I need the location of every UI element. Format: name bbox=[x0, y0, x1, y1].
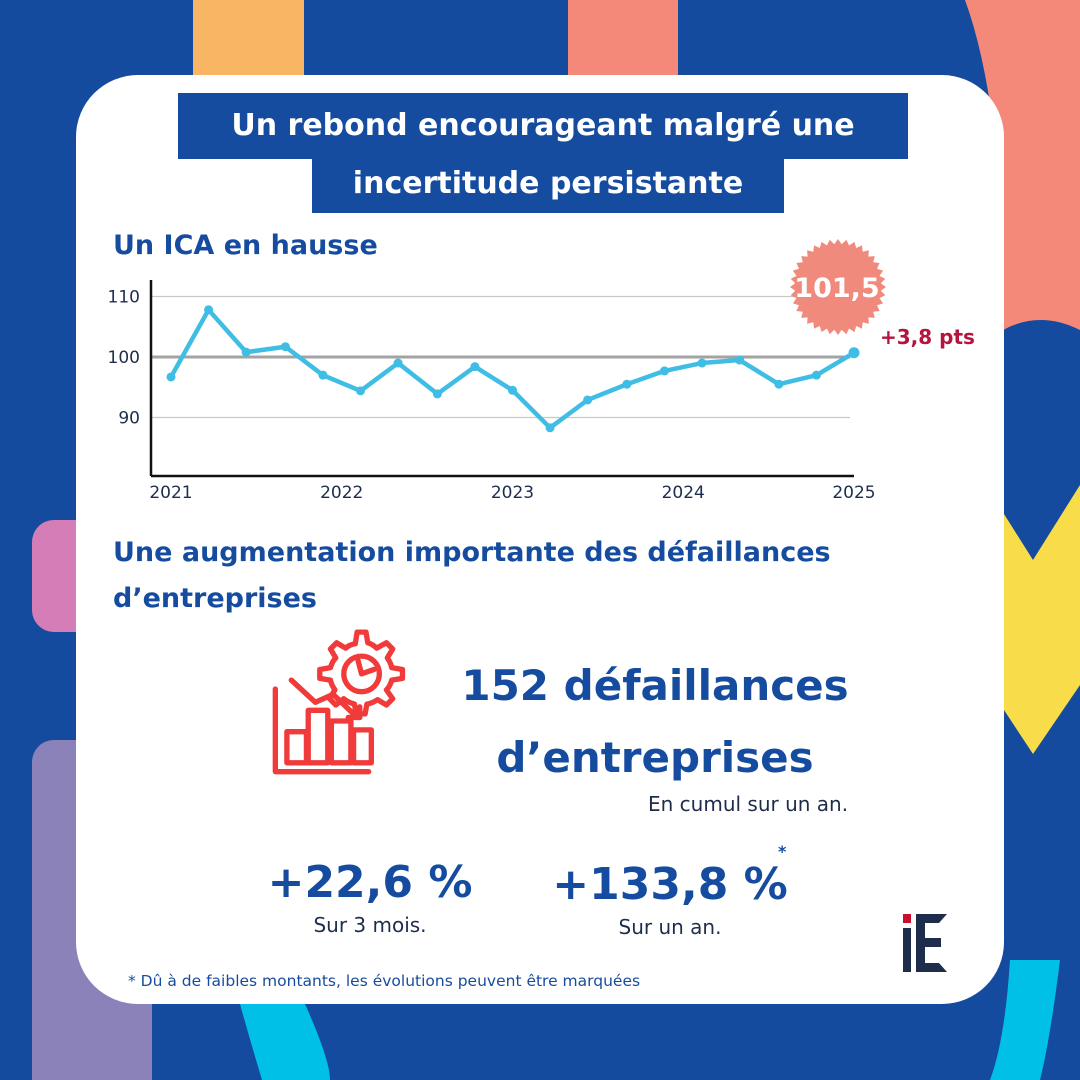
x-tick-label: 2025 bbox=[832, 483, 875, 503]
ie-logo bbox=[903, 914, 947, 972]
ica-series-line bbox=[169, 307, 856, 431]
ica-data-point bbox=[432, 389, 442, 399]
ica-data-point bbox=[241, 347, 251, 357]
ica-data-point bbox=[735, 355, 745, 365]
x-tick-label: 2023 bbox=[491, 483, 534, 503]
stat-1-year: +133,8 % Sur un an. bbox=[545, 857, 795, 939]
ica-badge: 101,5 bbox=[790, 239, 886, 335]
badge-starburst-icon bbox=[790, 239, 886, 335]
chart-decline-gear-icon bbox=[272, 629, 406, 775]
ica-section-title: Un ICA en hausse bbox=[113, 230, 378, 261]
logo-dot bbox=[903, 914, 911, 923]
y-tick-label: 110 bbox=[108, 288, 140, 308]
x-tick-label: 2021 bbox=[149, 483, 192, 503]
ica-data-point bbox=[356, 386, 366, 396]
defaillances-count-line1: 152 défaillances bbox=[461, 661, 849, 710]
ica-data-point bbox=[697, 358, 707, 368]
stat-value: +22,6 % bbox=[267, 857, 473, 908]
page-title-line2: incertitude persistante bbox=[312, 159, 784, 213]
x-tick-label: 2024 bbox=[662, 483, 705, 503]
badge-value: 101,5 bbox=[794, 273, 879, 304]
ica-data-point bbox=[318, 370, 328, 380]
ica-data-point bbox=[204, 305, 214, 315]
y-tick-label: 90 bbox=[118, 409, 140, 429]
ica-data-point bbox=[622, 379, 632, 389]
page-title-line1: Un rebond encourageant malgré une bbox=[178, 93, 908, 159]
ica-data-point bbox=[774, 379, 784, 389]
ica-data-point bbox=[393, 358, 403, 368]
logo-i bbox=[903, 928, 911, 972]
ica-line-chart: 90 100 110 2021 2022 2023 2024 2025 101,5 bbox=[108, 239, 886, 503]
ica-data-point bbox=[166, 372, 176, 382]
ica-delta: +3,8 pts bbox=[880, 325, 975, 349]
deco-yellow-chevron bbox=[1004, 485, 1080, 754]
ica-data-point bbox=[583, 395, 593, 405]
stat-value: +133,8 % bbox=[552, 859, 788, 910]
ica-data-point bbox=[280, 342, 290, 352]
y-tick-label: 100 bbox=[108, 348, 140, 368]
stat-3-months: +22,6 % Sur 3 mois. bbox=[255, 855, 485, 937]
ica-data-point bbox=[508, 385, 517, 395]
deco-cyan-arc-right bbox=[990, 960, 1060, 1080]
x-tick-label: 2022 bbox=[320, 483, 363, 503]
defaillances-section-title: Une augmentation importante des défailla… bbox=[113, 537, 831, 614]
ica-data-point bbox=[470, 362, 480, 372]
logo-e bbox=[916, 914, 947, 972]
defaillances-count-line2: d’entreprises bbox=[496, 733, 814, 782]
stat-label: Sur un an. bbox=[618, 915, 722, 939]
cumul-note: En cumul sur un an. bbox=[648, 792, 849, 816]
stat-asterisk: * bbox=[778, 842, 787, 861]
content-card bbox=[76, 75, 1004, 1004]
deco-cyan-arc bbox=[240, 1004, 330, 1080]
stat-label: Sur 3 mois. bbox=[313, 913, 427, 937]
defaillances-count: 152 défaillances d’entreprises bbox=[440, 650, 870, 794]
ica-data-point bbox=[848, 347, 860, 359]
ica-data-point bbox=[659, 366, 669, 376]
deco-coral-arc bbox=[965, 0, 1080, 330]
ica-data-point bbox=[811, 370, 821, 380]
ica-data-point bbox=[545, 423, 555, 433]
footnote: * Dû à de faibles montants, les évolutio… bbox=[128, 972, 641, 990]
